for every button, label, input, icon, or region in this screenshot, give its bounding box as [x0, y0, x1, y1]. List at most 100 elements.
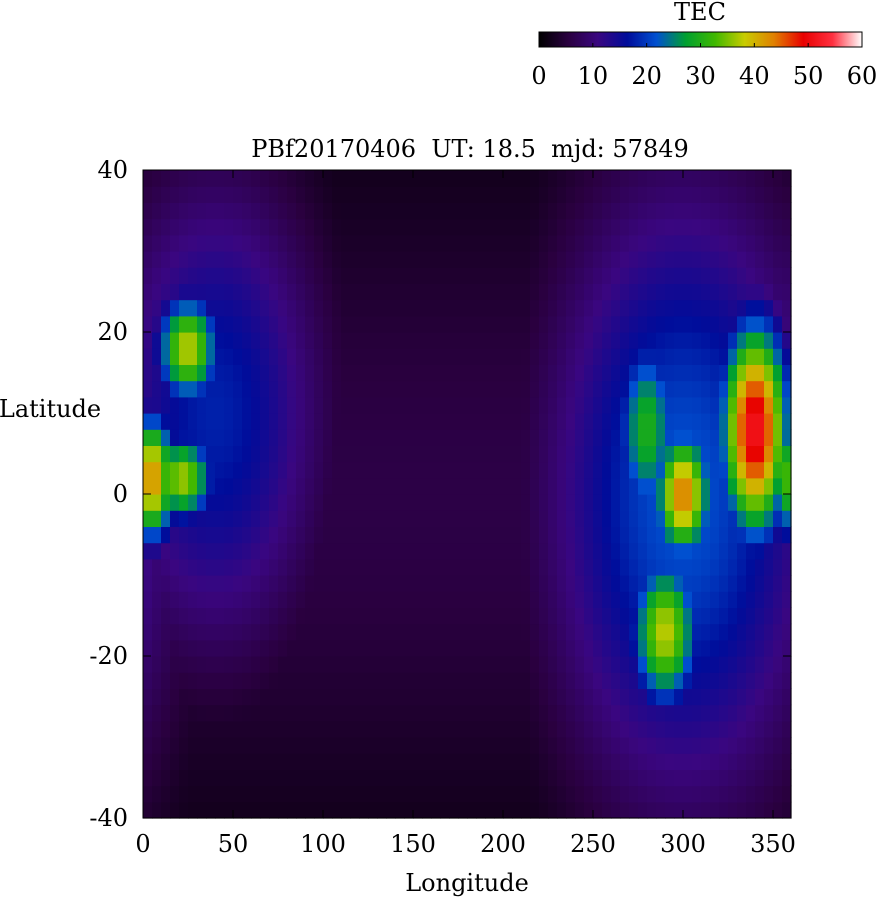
- heatmap-cell: [611, 413, 621, 430]
- heatmap-cell: [152, 558, 162, 576]
- heatmap-cell: [773, 186, 783, 203]
- heatmap-cell: [314, 688, 324, 706]
- heatmap-cell: [539, 380, 549, 398]
- heatmap-cell: [521, 623, 531, 641]
- heatmap-cell: [674, 801, 684, 819]
- heatmap-cell: [413, 348, 423, 365]
- heatmap-cell: [188, 332, 198, 349]
- heatmap-cell: [530, 639, 540, 657]
- heatmap-cell: [161, 299, 171, 317]
- heatmap-cell: [737, 348, 747, 365]
- heatmap-cell: [620, 364, 630, 382]
- heatmap-cell: [503, 413, 513, 430]
- heatmap-cell: [539, 591, 549, 608]
- heatmap-cell: [305, 672, 315, 689]
- heatmap-cell: [611, 639, 621, 657]
- heatmap-cell: [728, 186, 738, 203]
- heatmap-cell: [773, 396, 783, 414]
- heatmap-cell: [494, 494, 504, 511]
- heatmap-cell: [413, 607, 423, 625]
- heatmap-cell: [386, 558, 396, 576]
- heatmap-cell: [692, 202, 702, 220]
- x-tick-label: 150: [390, 830, 436, 858]
- heatmap-cell: [287, 510, 297, 527]
- heatmap-cell: [206, 429, 216, 446]
- heatmap-cell: [737, 623, 747, 641]
- heatmap-cell: [386, 526, 396, 544]
- heatmap-cell: [575, 364, 585, 382]
- heatmap-cell: [521, 494, 531, 511]
- heatmap-cell: [620, 769, 630, 787]
- heatmap-cell: [287, 413, 297, 430]
- heatmap-cell: [332, 672, 342, 689]
- heatmap-cell: [305, 380, 315, 398]
- heatmap-cell: [656, 315, 666, 333]
- heatmap-cell: [530, 332, 540, 349]
- heatmap-cell: [224, 704, 234, 722]
- heatmap-cell: [719, 769, 729, 787]
- heatmap-cell: [584, 251, 594, 268]
- heatmap-cell: [701, 737, 711, 754]
- heatmap-cell: [773, 720, 783, 738]
- heatmap-cell: [638, 364, 648, 382]
- heatmap-cell: [665, 348, 675, 365]
- heatmap-cell: [386, 753, 396, 770]
- heatmap-cell: [755, 688, 765, 706]
- heatmap-cell: [683, 332, 693, 349]
- heatmap-cell: [359, 218, 369, 236]
- heatmap-cell: [539, 753, 549, 770]
- heatmap-cell: [152, 413, 162, 430]
- heatmap-cell: [656, 429, 666, 446]
- heatmap-cell: [278, 364, 288, 382]
- heatmap-cell: [188, 558, 198, 576]
- heatmap-cell: [350, 267, 360, 284]
- heatmap-cell: [161, 267, 171, 284]
- heatmap-cell: [458, 607, 468, 625]
- heatmap-cell: [701, 429, 711, 446]
- heatmap-cell: [422, 575, 432, 592]
- heatmap-cell: [296, 639, 306, 657]
- heatmap-cell: [602, 575, 612, 592]
- heatmap-cell: [512, 623, 522, 641]
- heatmap-cell: [224, 364, 234, 382]
- heatmap-cell: [566, 445, 576, 463]
- heatmap-cell: [602, 704, 612, 722]
- heatmap-cell: [503, 801, 513, 819]
- heatmap-cell: [719, 526, 729, 544]
- heatmap-cell: [206, 623, 216, 641]
- heatmap-cell: [620, 720, 630, 738]
- heatmap-cell: [278, 170, 288, 187]
- heatmap-cell: [377, 267, 387, 284]
- heatmap-cell: [386, 445, 396, 463]
- heatmap-cell: [143, 461, 153, 479]
- heatmap-cell: [746, 445, 756, 463]
- heatmap-cell: [395, 591, 405, 608]
- heatmap-cell: [188, 672, 198, 689]
- heatmap-cell: [359, 688, 369, 706]
- heatmap-cell: [215, 413, 225, 430]
- heatmap-cell: [566, 251, 576, 268]
- heatmap-cell: [584, 769, 594, 787]
- heatmap-cell: [629, 364, 639, 382]
- heatmap-cell: [251, 186, 261, 203]
- heatmap-cell: [251, 461, 261, 479]
- heatmap-cell: [404, 558, 414, 576]
- heatmap-cell: [143, 704, 153, 722]
- heatmap-cell: [485, 704, 495, 722]
- heatmap-cell: [737, 461, 747, 479]
- heatmap-cell: [332, 380, 342, 398]
- heatmap-cell: [755, 542, 765, 560]
- heatmap-cell: [197, 380, 207, 398]
- heatmap-cell: [368, 526, 378, 544]
- heatmap-cell: [305, 315, 315, 333]
- heatmap-cell: [602, 413, 612, 430]
- heatmap-cell: [233, 785, 243, 803]
- heatmap-cell: [692, 623, 702, 641]
- heatmap-cell: [305, 720, 315, 738]
- heatmap-cell: [197, 575, 207, 592]
- chart-title: PBf20170406 UT: 18.5 mjd: 57849: [251, 135, 689, 163]
- heatmap-cell: [476, 477, 486, 495]
- heatmap-cell: [683, 429, 693, 446]
- heatmap-cell: [278, 315, 288, 333]
- heatmap-cell: [575, 429, 585, 446]
